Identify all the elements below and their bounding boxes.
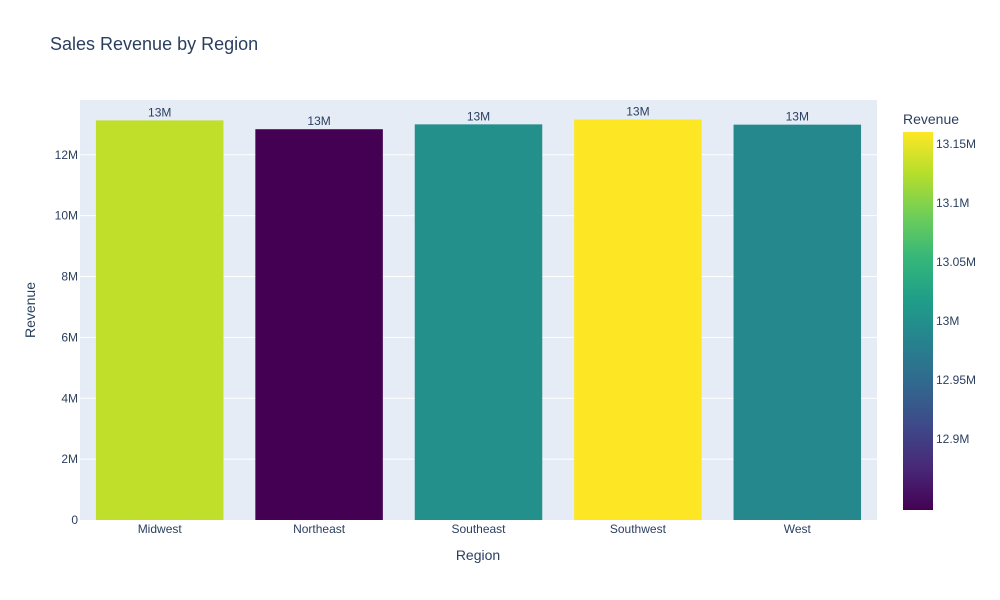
colorbar-tick-label: 13M [936, 314, 959, 328]
bar-southeast [414, 124, 543, 520]
bar-data-label: 13M [467, 109, 490, 123]
y-tick-label: 8M [61, 270, 78, 284]
y-axis-title: Revenue [22, 282, 38, 338]
bar-data-label: 13M [148, 105, 171, 119]
bar-midwest [95, 120, 224, 521]
x-tick-label: Southwest [610, 522, 667, 536]
bar-data-label: 13M [307, 114, 330, 128]
colorbar-tick-label: 12.95M [936, 373, 976, 387]
colorbar-tick-label: 13.15M [936, 137, 976, 151]
x-tick-label: Northeast [293, 522, 346, 536]
bars [95, 119, 862, 521]
colorbar [903, 132, 933, 510]
y-tick-label: 2M [61, 452, 78, 466]
bar-data-label: 13M [786, 110, 809, 124]
bar-labels: 13M 13M 13M 13M 13M [148, 104, 809, 128]
x-tick-label: West [784, 522, 812, 536]
bar-west [733, 124, 862, 521]
y-tick-label: 12M [55, 148, 78, 162]
colorbar-tick-label: 13.05M [936, 255, 976, 269]
bar-southwest [574, 119, 702, 520]
y-tick-label: 6M [61, 330, 78, 344]
chart-title: Sales Revenue by Region [50, 34, 258, 54]
y-tick-label: 10M [55, 209, 78, 223]
colorbar-tick-label: 12.9M [936, 432, 969, 446]
x-axis-title: Region [456, 547, 500, 563]
bar-data-label: 13M [626, 104, 649, 118]
colorbar-ticks: 12.9M 12.95M 13M 13.05M 13.1M 13.15M [936, 137, 976, 446]
y-tick-label: 0 [71, 513, 78, 527]
x-axis-ticks: Midwest Northeast Southeast Southwest West [138, 522, 812, 536]
bar-northeast [255, 129, 383, 520]
x-tick-label: Midwest [138, 522, 183, 536]
x-tick-label: Southeast [451, 522, 506, 536]
y-tick-label: 4M [61, 391, 78, 405]
colorbar-title: Revenue [903, 111, 959, 127]
y-axis-ticks: 0 2M 4M 6M 8M 10M 12M [55, 148, 79, 527]
colorbar-tick-label: 13.1M [936, 196, 969, 210]
